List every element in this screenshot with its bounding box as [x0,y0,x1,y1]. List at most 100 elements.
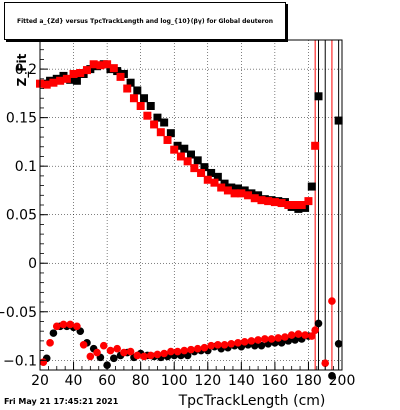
x-tick-label: 40 [65,373,83,389]
red-upper-point [291,201,300,209]
red-lower-point [281,333,289,341]
black-edge-point [307,182,316,191]
red-lower-point [187,345,195,354]
y-tick-label: 0.15 [6,111,37,127]
x-tick-label: 200 [329,373,356,389]
red-upper-point [156,128,165,137]
red-upper-point [210,178,219,187]
red-upper-point [270,198,279,207]
red-upper-point [109,64,118,73]
red-upper-point [150,120,159,129]
chart-title-box: Fitted a_{Zd} versus TpcTrackLength and … [4,2,286,40]
red-upper-point [190,164,199,173]
y-tick-label: 0.1 [15,159,37,175]
red-upper-point [223,186,232,195]
y-tick-label: 0.2 [15,62,37,78]
black-upper-point [187,150,195,159]
red-upper-point [56,76,65,85]
red-upper-point [203,175,212,184]
red-upper-point [116,72,125,81]
black-upper-point [166,129,175,138]
red-upper-point [284,201,293,209]
black-upper-point [193,156,202,165]
red-lower-point [240,338,249,346]
black-upper-point [207,168,216,177]
red-lower-point [200,343,209,352]
red-lower-point [46,339,54,347]
red-upper-point [129,94,138,103]
black-upper-point [160,118,169,127]
black-upper-point [133,86,142,95]
black-upper-point [146,102,155,110]
black-upper-point [200,163,209,172]
red-lower-point [267,335,276,343]
black-edge-point [334,339,343,348]
red-upper-point [62,74,71,83]
red-upper-point [230,189,239,198]
red-upper-point [304,197,313,206]
red-lower-point [254,336,262,344]
red-lower-point [261,335,269,343]
red-lower-point [294,330,303,338]
red-upper-point [89,60,98,69]
x-tick-label: 160 [262,373,289,389]
x-tick-label: 100 [161,373,188,389]
red-lower-point [106,346,115,355]
red-lower-point [113,344,121,353]
red-lower-point [52,322,61,331]
red-lower-point [227,339,236,348]
black-upper-point [153,113,162,122]
black-upper-point [126,78,135,87]
red-upper-point [257,196,266,205]
red-lower-point [66,320,74,329]
red-lower-point [193,344,202,353]
red-edge-point [311,326,319,335]
red-upper-point [49,78,58,87]
red-upper-point [76,69,85,77]
black-edge-point [314,92,323,101]
red-lower-point [173,347,182,356]
y-tick-label: 0 [28,256,37,272]
red-lower-point [247,337,256,345]
black-upper-point [233,184,242,193]
black-edge-point [334,116,343,125]
x-tick-label: 180 [295,373,322,389]
red-upper-point [143,111,152,120]
x-tick-label: 120 [194,373,221,389]
y-tick-label: −0.1 [3,353,37,369]
red-upper-point [183,157,192,166]
red-lower-point [220,340,229,349]
red-upper-point [250,194,259,203]
red-lower-point [153,350,162,359]
red-lower-point [287,331,296,339]
red-upper-point [277,199,286,208]
red-edge-point [328,297,336,305]
red-upper-point [82,66,91,75]
red-upper-point [244,191,253,200]
black-upper-point [213,172,222,181]
red-lower-point [146,351,155,360]
chart-title: Fitted a_{Zd} versus TpcTrackLength and … [16,17,274,25]
red-lower-point [133,351,142,360]
red-lower-point [59,320,68,329]
red-lower-point [180,346,189,355]
x-tick-label: 80 [132,373,150,389]
red-lower-point [126,347,135,356]
red-lower-point [207,341,215,350]
black-upper-point [140,94,149,103]
red-upper-point [123,84,132,93]
x-axis-label: TpcTrackLength (cm) [178,393,326,409]
red-upper-point [297,201,306,209]
red-lower-point [234,339,242,347]
red-lower-point [167,347,175,356]
black-upper-point [180,144,189,153]
red-lower-point [140,352,148,361]
black-lower-point [49,329,58,337]
y-axis-label: Z_Fit [15,53,30,86]
x-tick-label: 20 [31,373,49,389]
red-upper-point [264,197,273,206]
red-lower-point [274,334,283,342]
red-lower-point [160,349,168,358]
black-edge-point [314,319,323,328]
